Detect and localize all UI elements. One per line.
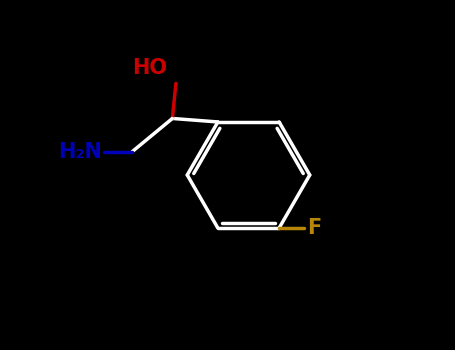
Text: HO: HO [132, 58, 167, 78]
Text: F: F [307, 218, 321, 238]
Text: H₂N: H₂N [59, 142, 102, 162]
